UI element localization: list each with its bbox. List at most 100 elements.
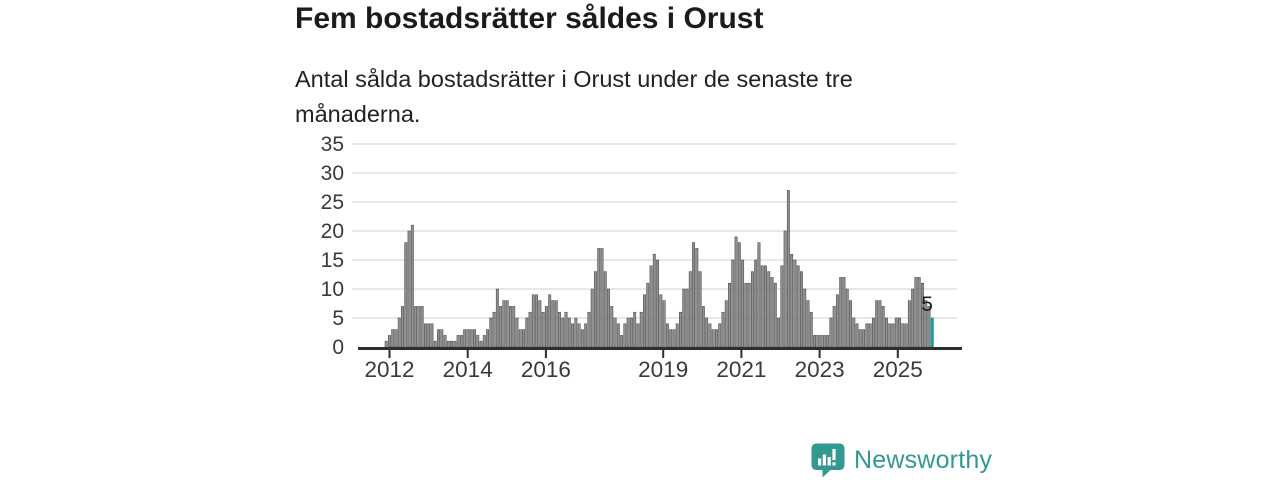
x-axis xyxy=(358,347,962,358)
bar xyxy=(561,317,565,348)
bar xyxy=(904,323,908,348)
bar xyxy=(502,300,506,348)
bar xyxy=(692,242,696,348)
bar xyxy=(731,259,735,348)
bar xyxy=(822,335,826,348)
bar xyxy=(865,323,869,348)
bar xyxy=(499,306,503,348)
bar xyxy=(790,253,794,348)
branding-footer: Newsworthy xyxy=(811,443,992,478)
bar xyxy=(679,311,682,348)
bar xyxy=(567,317,571,348)
y-tick-label: 15 xyxy=(321,249,344,272)
bar xyxy=(917,277,921,348)
bar xyxy=(636,323,640,348)
bar xyxy=(541,311,545,348)
bar xyxy=(672,329,676,348)
bar xyxy=(773,282,777,348)
bar xyxy=(764,265,767,348)
bar xyxy=(780,265,784,348)
bar xyxy=(894,317,898,348)
bar xyxy=(528,311,532,348)
bar xyxy=(721,311,725,348)
mini-bar-chart-glyph xyxy=(818,449,836,466)
bar xyxy=(708,323,712,348)
bar xyxy=(819,335,823,348)
bar xyxy=(793,259,797,348)
brand-name: Newsworthy xyxy=(854,446,993,474)
bar xyxy=(420,306,424,348)
bar xyxy=(783,230,787,348)
bar xyxy=(669,329,673,348)
bar xyxy=(770,277,774,348)
bar xyxy=(466,329,470,348)
gridlines xyxy=(352,143,957,319)
bar xyxy=(440,329,444,348)
bar xyxy=(835,294,839,348)
bar xyxy=(558,311,561,348)
bar xyxy=(535,294,539,348)
bar xyxy=(754,259,758,348)
bar xyxy=(443,335,447,348)
bar xyxy=(512,306,516,348)
bar xyxy=(473,329,476,348)
highlight-value-label: 5 xyxy=(921,293,933,316)
bar xyxy=(613,317,617,348)
bar xyxy=(737,242,741,348)
bar xyxy=(580,329,584,348)
bar xyxy=(446,340,450,348)
bar xyxy=(433,340,437,348)
bar xyxy=(387,335,391,348)
bar xyxy=(898,317,902,348)
bar xyxy=(852,317,856,348)
bar xyxy=(750,271,754,348)
bar xyxy=(486,329,489,348)
x-tick-label: 2019 xyxy=(638,357,688,382)
bar xyxy=(701,306,705,348)
y-tick-label: 35 xyxy=(321,133,344,156)
bar xyxy=(643,294,646,348)
bar xyxy=(901,323,905,348)
x-tick-label: 2012 xyxy=(364,357,414,382)
bar xyxy=(404,242,408,348)
bar xyxy=(881,306,885,348)
bar xyxy=(571,323,575,348)
bar xyxy=(803,288,807,348)
bar xyxy=(456,335,460,348)
bar xyxy=(656,259,660,348)
bar xyxy=(652,253,656,348)
bar xyxy=(829,317,833,348)
bar xyxy=(724,300,728,348)
bar xyxy=(544,306,548,348)
bar xyxy=(414,306,418,348)
bar xyxy=(430,323,434,348)
x-tick-label: 2023 xyxy=(795,357,845,382)
bar xyxy=(508,306,512,348)
bar xyxy=(590,288,594,348)
highlight-value-text: 5 xyxy=(921,293,933,316)
bar xyxy=(453,340,457,348)
bar xyxy=(610,306,614,348)
bar xyxy=(662,300,666,348)
bar xyxy=(767,271,771,348)
bar xyxy=(479,340,483,348)
bar xyxy=(397,317,401,348)
bar xyxy=(875,300,879,348)
bar xyxy=(437,329,440,348)
bar xyxy=(489,317,493,348)
bar xyxy=(734,236,738,348)
bar xyxy=(597,248,601,348)
bar xyxy=(871,317,875,348)
bar xyxy=(629,317,633,348)
bar xyxy=(849,300,852,348)
bar xyxy=(538,300,542,348)
bar xyxy=(813,335,816,348)
bar xyxy=(594,271,597,348)
bar xyxy=(806,300,810,348)
x-tick-label: 2021 xyxy=(716,357,766,382)
bar xyxy=(600,248,604,348)
x-tick-label: 2016 xyxy=(521,357,571,382)
y-tick-label: 25 xyxy=(321,191,344,214)
bar xyxy=(384,340,388,348)
